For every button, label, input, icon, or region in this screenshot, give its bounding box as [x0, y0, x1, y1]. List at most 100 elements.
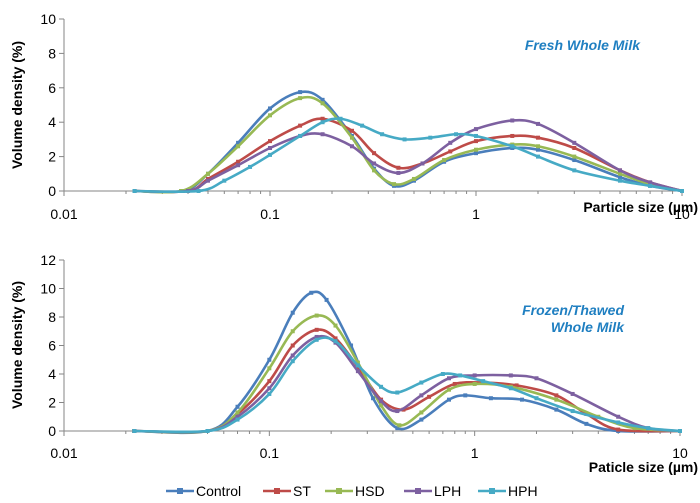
data-point	[584, 421, 589, 426]
data-point	[236, 163, 241, 168]
x-tick-label: 0.01	[50, 445, 77, 461]
data-point	[333, 339, 338, 344]
data-point	[448, 140, 453, 145]
data-point	[290, 353, 295, 358]
y-tick-label: 12	[40, 252, 56, 268]
data-point	[554, 393, 559, 398]
x-tick-label: 0.01	[50, 206, 77, 222]
legend-marker	[274, 488, 280, 494]
data-point	[572, 158, 577, 163]
y-tick-label: 8	[48, 45, 56, 61]
data-point	[488, 396, 493, 401]
data-point	[463, 393, 468, 398]
data-point	[235, 417, 240, 422]
data-point	[472, 381, 477, 386]
y-tick-label: 8	[48, 309, 56, 325]
data-point	[514, 383, 519, 388]
data-point	[680, 189, 684, 193]
y-tick-label: 10	[40, 281, 56, 297]
y-tick-label: 0	[48, 423, 56, 439]
data-point	[298, 90, 303, 95]
data-point	[380, 132, 385, 137]
data-point	[448, 149, 453, 154]
data-point	[235, 414, 240, 419]
y-tick-label: 0	[48, 183, 56, 199]
data-point	[534, 376, 539, 381]
data-point	[570, 409, 575, 414]
series-hsd	[132, 95, 684, 194]
data-point	[132, 189, 137, 193]
data-point	[268, 146, 272, 150]
data-point	[508, 386, 513, 391]
data-point	[616, 414, 621, 419]
data-point	[419, 380, 424, 385]
data-point	[396, 165, 401, 170]
data-point	[379, 399, 384, 404]
data-point	[349, 135, 354, 140]
data-point	[205, 429, 210, 433]
data-point	[472, 373, 477, 378]
data-point	[371, 396, 376, 401]
x-tick-label: 10	[674, 206, 690, 222]
series-line-st	[134, 328, 681, 434]
data-point	[355, 363, 360, 368]
data-point	[268, 139, 272, 144]
data-point	[236, 144, 241, 149]
series-lph	[132, 118, 684, 194]
data-point	[572, 154, 577, 159]
data-point	[320, 101, 325, 106]
data-point	[646, 426, 651, 431]
legend: Control ST HSD LPH HPH	[166, 483, 538, 499]
y-tick-label: 6	[48, 338, 56, 354]
data-point	[205, 171, 210, 176]
data-point	[395, 409, 400, 414]
data-point	[536, 147, 541, 152]
y-tick-label: 4	[48, 366, 56, 382]
y-tick-label: 2	[48, 395, 56, 411]
x-axis-title: Paticle size (µm)	[589, 459, 698, 475]
x-tick-label: 1	[471, 445, 479, 461]
data-point	[379, 403, 384, 408]
legend-label: ST	[293, 483, 311, 498]
data-point	[372, 151, 377, 156]
x-tick-label: 1	[472, 206, 480, 222]
data-point	[519, 397, 524, 402]
data-point	[290, 329, 295, 334]
data-point	[474, 147, 478, 152]
data-point	[648, 183, 653, 188]
data-point	[402, 137, 407, 142]
data-point	[314, 334, 319, 339]
data-point	[510, 144, 515, 149]
data-point	[632, 426, 637, 431]
data-point	[267, 379, 272, 384]
y-tick-label: 10	[40, 11, 56, 27]
data-point	[508, 373, 513, 378]
data-point	[474, 151, 478, 156]
data-point	[349, 343, 354, 348]
data-point	[236, 159, 241, 164]
data-point	[536, 121, 541, 126]
legend-label: LPH	[434, 483, 461, 498]
series-line-hsd	[134, 314, 681, 434]
data-point	[267, 391, 272, 396]
data-point	[379, 384, 384, 389]
data-point	[360, 123, 365, 128]
data-point	[132, 429, 137, 433]
data-point	[355, 369, 360, 374]
data-point	[536, 154, 541, 159]
data-point	[236, 140, 241, 145]
y-tick-label: 6	[48, 80, 56, 96]
data-point	[349, 128, 354, 133]
data-point	[290, 359, 295, 364]
data-point	[572, 146, 577, 150]
data-point	[570, 391, 575, 396]
data-point	[440, 372, 445, 376]
data-point	[616, 420, 621, 425]
series-line-hph	[134, 336, 681, 434]
data-point	[298, 133, 303, 138]
data-point	[395, 390, 400, 395]
x-tick-label: 10	[672, 445, 688, 461]
data-point	[419, 417, 424, 422]
